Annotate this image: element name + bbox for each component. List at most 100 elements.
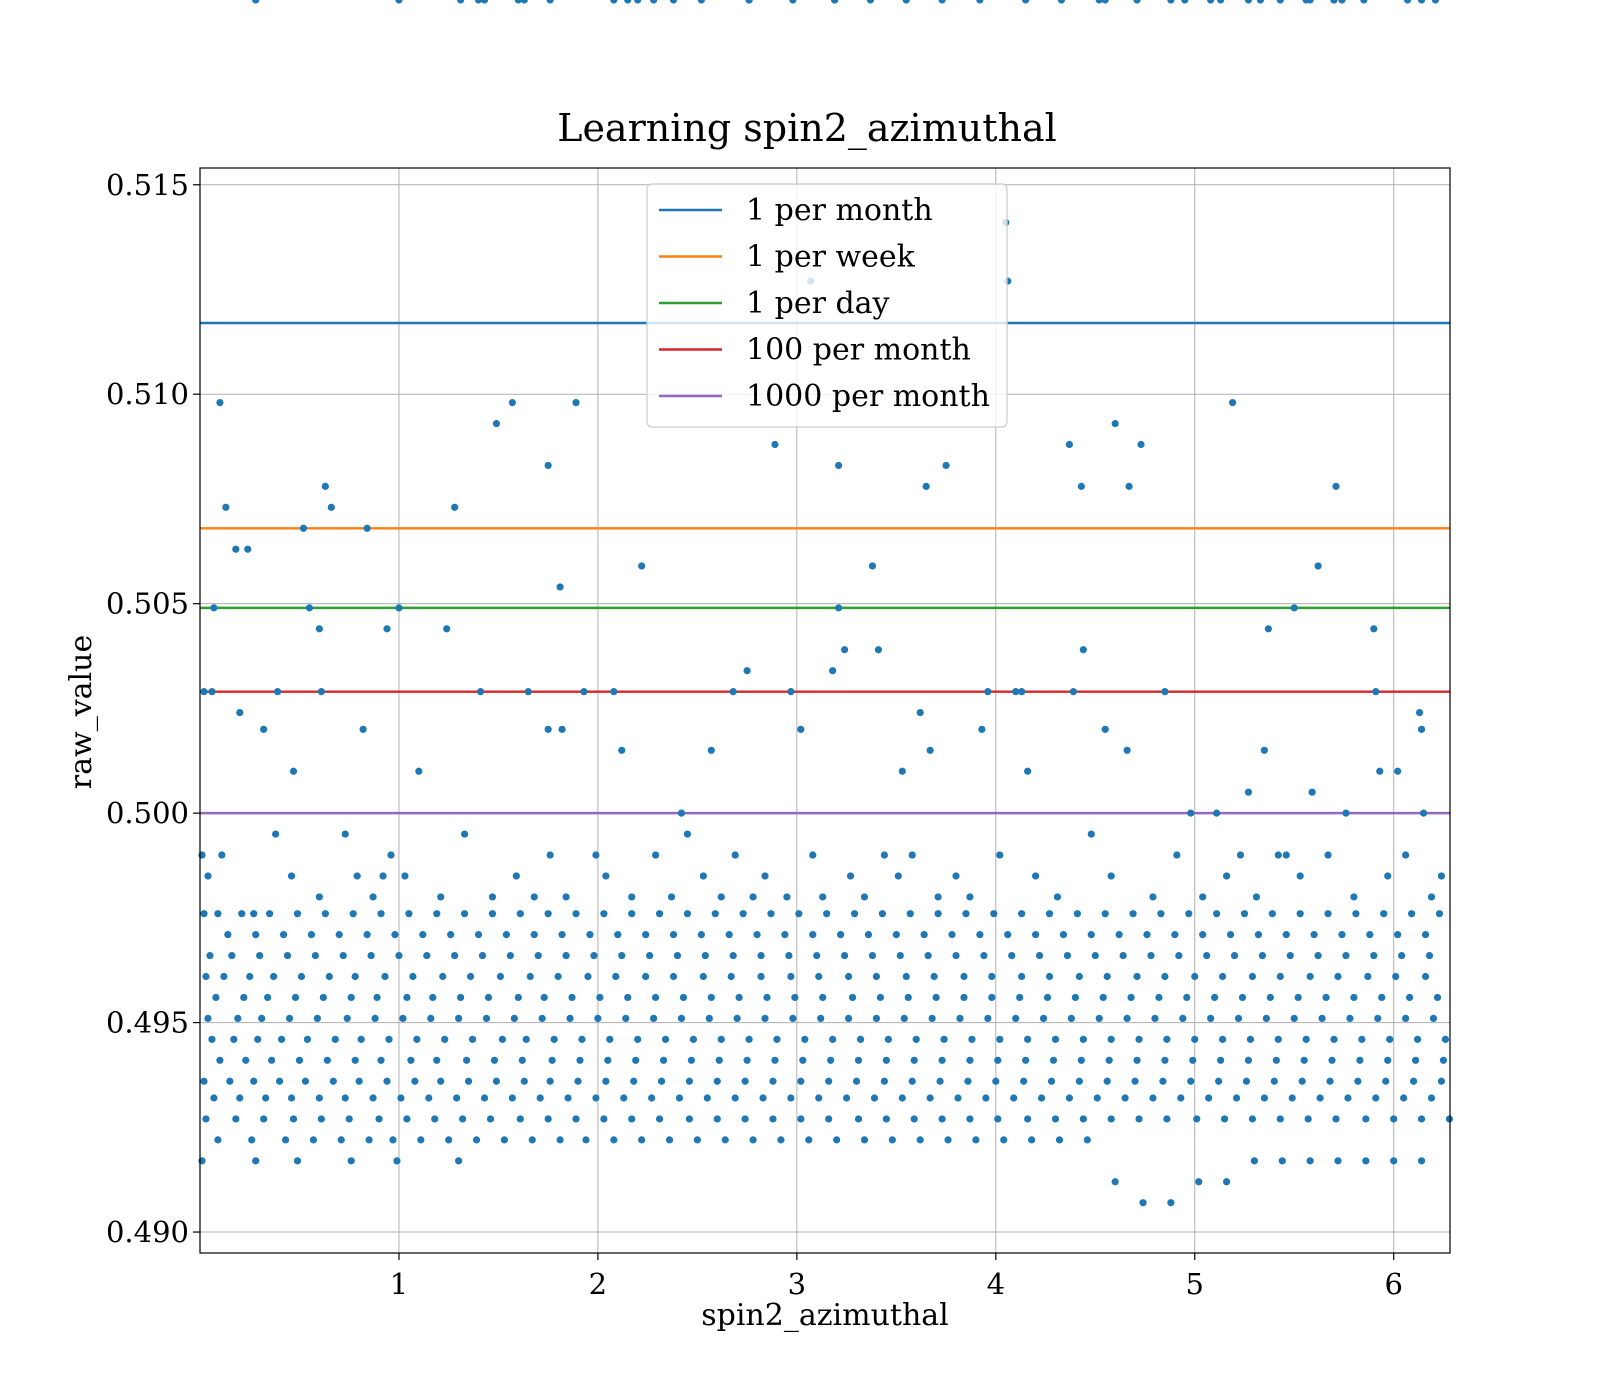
data-point — [930, 972, 938, 981]
data-point — [618, 951, 626, 960]
data-point — [1408, 910, 1416, 918]
data-point — [1258, 951, 1266, 960]
data-point — [1167, 1199, 1175, 1207]
data-point — [1045, 972, 1054, 981]
data-point — [480, 0, 489, 4]
data-point — [954, 1094, 962, 1102]
data-point — [474, 0, 483, 4]
data-point — [677, 1014, 686, 1023]
data-point — [1022, 1056, 1030, 1064]
data-point — [699, 972, 707, 981]
data-point — [305, 604, 314, 612]
data-point — [510, 1014, 518, 1023]
data-point — [1018, 910, 1026, 918]
data-point — [1035, 951, 1044, 960]
data-point — [669, 931, 678, 939]
data-point — [395, 0, 403, 4]
data-point — [1260, 1094, 1268, 1102]
data-point — [1338, 0, 1346, 4]
data-point — [321, 910, 329, 918]
data-point — [1171, 931, 1179, 939]
data-point — [1372, 688, 1380, 696]
data-point — [610, 0, 618, 4]
data-point — [844, 1014, 853, 1023]
data-point — [1278, 1157, 1286, 1165]
data-point — [204, 872, 212, 880]
data-point — [546, 0, 554, 4]
data-point — [693, 1136, 701, 1144]
data-point — [922, 482, 930, 490]
data-point — [882, 1056, 890, 1064]
data-point — [769, 1115, 777, 1123]
data-point — [242, 1056, 250, 1064]
data-point — [825, 1077, 833, 1085]
data-point — [1342, 809, 1350, 817]
data-point — [1024, 767, 1032, 775]
data-point — [240, 993, 248, 1002]
data-point — [1087, 931, 1095, 939]
data-point — [357, 1035, 365, 1043]
data-point — [224, 931, 232, 939]
data-point — [1429, 1014, 1438, 1023]
data-point — [1330, 0, 1338, 4]
data-point — [415, 767, 423, 775]
data-point — [761, 1014, 769, 1023]
legend: 1 per month 1 per week 1 per day 100 per mo… — [646, 183, 1008, 428]
data-point — [1057, 0, 1066, 4]
data-point — [474, 931, 483, 939]
data-point — [1376, 767, 1384, 775]
data-point — [1031, 931, 1040, 939]
data-point — [246, 972, 254, 981]
data-point — [669, 0, 678, 4]
data-point — [829, 1035, 837, 1043]
data-point — [484, 993, 493, 1002]
x-tick-label: 3 — [788, 1267, 806, 1301]
data-point — [439, 972, 447, 981]
y-tick-label: 0.490 — [106, 1215, 189, 1249]
data-point — [1199, 931, 1207, 939]
data-point — [620, 1094, 628, 1102]
data-point — [1384, 872, 1392, 880]
data-point — [860, 893, 869, 901]
data-point — [1230, 951, 1239, 960]
data-point — [823, 910, 831, 918]
data-point — [827, 1056, 835, 1064]
data-point — [787, 972, 795, 981]
data-point — [606, 1035, 614, 1043]
data-point — [1282, 851, 1290, 859]
data-point — [651, 993, 660, 1002]
data-point — [982, 1094, 990, 1102]
data-point — [317, 688, 325, 696]
data-point — [761, 872, 769, 880]
data-point — [831, 0, 839, 4]
data-point — [1012, 1014, 1020, 1023]
data-point — [1338, 931, 1346, 939]
y-axis-ticks: 0.490 0.495 0.500 0.505 0.510 0.515 — [106, 168, 200, 1249]
data-point — [369, 1094, 377, 1102]
data-point — [506, 951, 514, 960]
data-point — [771, 440, 779, 449]
data-point — [550, 1035, 558, 1043]
data-point — [916, 1136, 924, 1144]
data-point — [1101, 725, 1109, 733]
data-point — [1316, 1094, 1324, 1102]
data-point — [707, 746, 715, 754]
data-point — [1306, 972, 1314, 981]
data-point — [1386, 1035, 1394, 1043]
data-point — [797, 725, 805, 733]
data-point — [433, 1056, 441, 1064]
data-point — [938, 1115, 946, 1123]
data-point — [222, 503, 230, 511]
data-point — [992, 1077, 1000, 1085]
data-point — [1290, 604, 1298, 612]
data-point — [391, 931, 399, 939]
data-point — [743, 667, 751, 675]
data-point — [297, 972, 306, 981]
data-point — [984, 1014, 992, 1023]
data-point — [262, 1094, 270, 1102]
data-point — [902, 972, 910, 981]
data-point — [624, 993, 632, 1002]
data-point — [1129, 910, 1137, 918]
data-point — [725, 931, 733, 939]
